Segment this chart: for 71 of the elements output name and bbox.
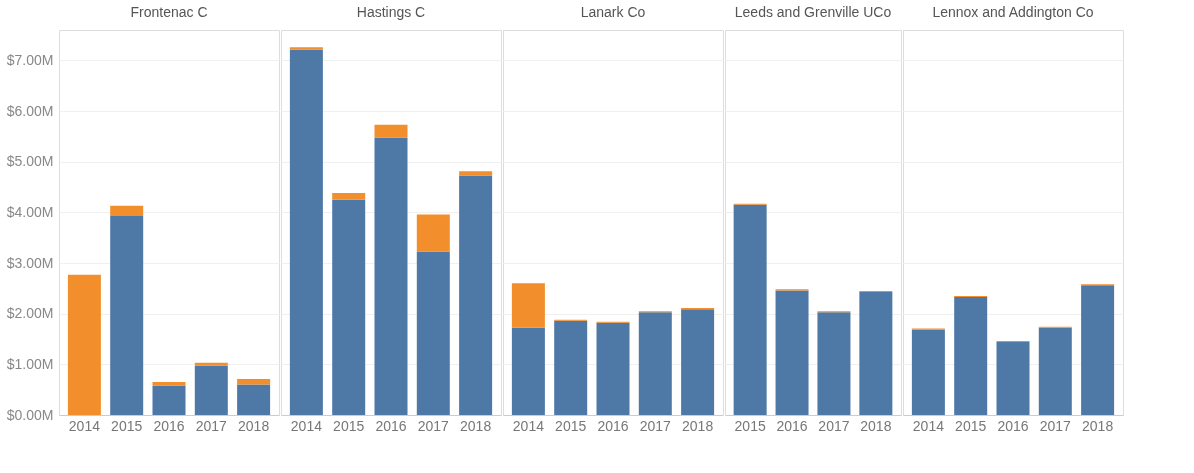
x-tick-label: 2018: [1082, 417, 1114, 434]
x-tick-label: 2016: [997, 417, 1029, 434]
x-tick-label: 2017: [639, 417, 672, 434]
bar: [911, 329, 945, 415]
x-tick-label: 2014: [68, 417, 101, 434]
x-tick-label: 2018: [238, 417, 270, 434]
bar: [511, 283, 545, 328]
y-tick-label: $4.00M: [6, 203, 54, 220]
x-tick-label: 2017: [417, 417, 450, 434]
chart-title: Leeds and Grenville UCo: [734, 4, 892, 20]
bar: [859, 291, 893, 415]
bar: [237, 379, 271, 385]
bar: [996, 342, 1030, 415]
x-tick-label: 2017: [818, 417, 850, 434]
y-tick-label: $2.00M: [6, 305, 54, 322]
y-tick-label: $3.00M: [6, 254, 54, 271]
x-tick-label: 2016: [153, 417, 185, 434]
x-tick-label: 2016: [597, 417, 629, 434]
chart-title: Lanark Co: [580, 4, 646, 20]
bar: [1038, 327, 1072, 415]
bar: [1081, 285, 1115, 415]
y-tick-label: $1.00M: [6, 355, 54, 372]
bar: [817, 312, 851, 415]
bar: [416, 251, 450, 415]
x-tick-label: 2015: [734, 417, 766, 434]
x-tick-label: 2014: [512, 417, 545, 434]
x-tick-label: 2015: [111, 417, 143, 434]
bar: [152, 382, 186, 386]
bar: [152, 385, 186, 415]
bar: [775, 290, 809, 415]
bar: [459, 175, 493, 415]
bar: [459, 171, 493, 176]
bar: [733, 204, 767, 415]
x-tick-label: 2015: [955, 417, 987, 434]
x-tick-label: 2017: [195, 417, 228, 434]
chart-title: Lennox and Addington Co: [932, 4, 1094, 20]
bar: [110, 205, 144, 216]
bar: [681, 309, 715, 415]
bar: [596, 322, 630, 415]
x-tick-label: 2014: [290, 417, 323, 434]
x-tick-label: 2015: [555, 417, 587, 434]
bar: [554, 320, 588, 415]
bar: [954, 296, 988, 415]
bar: [511, 327, 545, 415]
bar: [110, 215, 144, 415]
x-tick-label: 2016: [776, 417, 808, 434]
bar: [374, 137, 408, 415]
x-tick-label: 2018: [460, 417, 492, 434]
chart-title: Frontenac C: [130, 4, 208, 20]
bar: [289, 49, 323, 415]
bar: [194, 365, 228, 415]
x-tick-label: 2017: [1039, 417, 1072, 434]
bar: [237, 384, 271, 415]
x-tick-label: 2015: [333, 417, 365, 434]
y-tick-label: $7.00M: [6, 51, 54, 68]
bar: [638, 312, 672, 415]
x-tick-label: 2018: [860, 417, 892, 434]
y-tick-label: $5.00M: [6, 153, 54, 170]
bar: [332, 199, 366, 415]
bar: [332, 193, 366, 200]
y-tick-label: $0.00M: [6, 406, 54, 423]
bar: [67, 274, 101, 415]
bar: [416, 214, 450, 252]
bar: [194, 362, 228, 366]
chart-title: Hastings C: [356, 4, 426, 20]
x-tick-label: 2014: [912, 417, 945, 434]
x-tick-label: 2016: [375, 417, 407, 434]
x-tick-label: 2018: [682, 417, 714, 434]
bar: [289, 47, 323, 50]
y-tick-label: $6.00M: [6, 102, 54, 119]
bar: [374, 124, 408, 138]
